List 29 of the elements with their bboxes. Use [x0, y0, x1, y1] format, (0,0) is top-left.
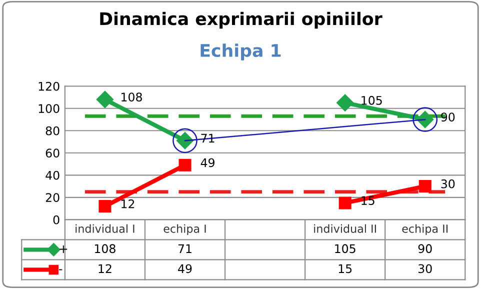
- y-tick-label: 20: [46, 193, 60, 202]
- data-label: 49: [178, 264, 192, 274]
- y-tick-label: 80: [46, 126, 60, 136]
- legend-label: -: [59, 269, 62, 270]
- text: 30: [441, 179, 455, 188]
- text: 105: [362, 96, 382, 105]
- x-tick-label: echipa I: [164, 224, 206, 236]
- x-tick-label: echipa II: [402, 224, 448, 236]
- y-tick-label: 100: [38, 104, 60, 114]
- chart-title: Dinamica exprimarii opiniilor: [100, 12, 382, 29]
- x-tick-label: individual I: [76, 224, 134, 233]
- data-label: 108: [94, 244, 116, 254]
- text: 12: [122, 199, 134, 208]
- data-label: 15: [338, 264, 352, 274]
- y-tick-label: 0: [53, 215, 60, 224]
- legend-label: +: [60, 246, 68, 253]
- data-label: 105: [335, 244, 356, 254]
- y-tick-label: 60: [46, 148, 60, 158]
- data-label: 30: [418, 264, 432, 274]
- data-label: 90: [441, 112, 455, 122]
- data-label: 71: [178, 244, 192, 253]
- data-label: 12: [98, 264, 112, 273]
- y-tick-label: 40: [46, 170, 60, 180]
- y-tick-label: 120: [38, 82, 60, 91]
- text: 108: [122, 92, 142, 102]
- data-label: 90: [418, 244, 432, 254]
- chart-subtitle: Echipa 1: [200, 44, 281, 60]
- text: 49: [200, 158, 214, 168]
- x-tick-label: individual II: [314, 224, 376, 233]
